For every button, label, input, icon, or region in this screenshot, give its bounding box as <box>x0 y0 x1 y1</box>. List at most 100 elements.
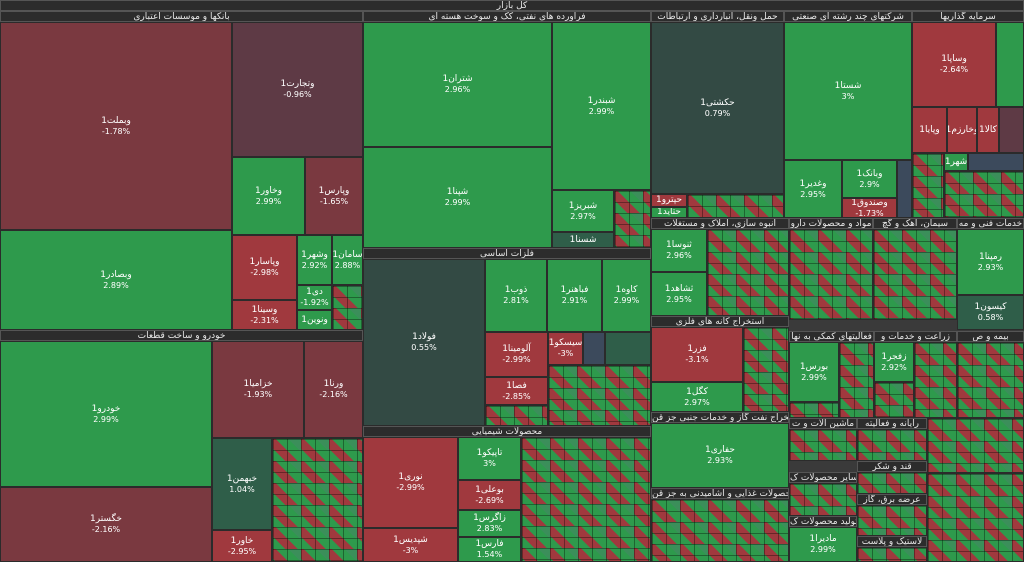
small-tiles-computer[interactable] <box>857 429 927 461</box>
tile-khgostar[interactable]: خگستر1 -2.16% <box>0 487 212 562</box>
tile-foolad[interactable]: فولاد1 0.55% <box>363 259 485 426</box>
small-tiles-sugar[interactable] <box>857 472 927 494</box>
tile-hafari[interactable]: حفاری1 2.93% <box>651 423 789 488</box>
tile-zagros[interactable]: زاگرس1 2.83% <box>458 510 521 537</box>
sector-header-support[interactable]: فعالیتهای کمکی به نها <box>789 331 874 342</box>
sector-header-electricity[interactable]: عرضه برق، گاز <box>857 494 927 505</box>
tile-shbandar[interactable]: شبندر1 2.99% <box>552 22 651 190</box>
sector-header-auto[interactable]: خودرو و ساخت قطعات <box>0 330 363 341</box>
tile-fesa[interactable]: فصا1 -2.85% <box>485 377 548 405</box>
sector-header-invest[interactable]: سرمایه گذاریها <box>912 11 1024 22</box>
small-tiles-pharma[interactable] <box>789 229 873 320</box>
small-tiles-agri[interactable] <box>914 342 957 418</box>
sector-header-medical[interactable]: تولید محصولات ک <box>789 516 857 527</box>
tile-di[interactable]: دی1 -1.92% <box>297 285 332 310</box>
tile-vkhavar[interactable]: وخاور1 2.99% <box>232 157 305 235</box>
sector-header-build[interactable]: انبوه سازی، املاک و مستغلات <box>651 218 789 229</box>
tile-shesna[interactable]: شسنا1 <box>552 232 614 248</box>
tile-vbank[interactable]: وبانک1 2.9% <box>842 160 897 198</box>
sector-header-refining[interactable]: فراورده های نفتی، کک و سوخت هسته ای <box>363 11 651 22</box>
small-tiles-transport[interactable] <box>687 194 784 218</box>
tile-invest-small[interactable] <box>999 107 1024 153</box>
sector-header-mining[interactable]: استخراج کانه های فلزی <box>651 316 789 327</box>
tile-khazamia[interactable]: خزامیا1 -1.93% <box>212 341 304 438</box>
tile-metal-small[interactable] <box>583 332 605 365</box>
tile-madira[interactable]: مادیرا1 2.99% <box>789 527 857 562</box>
tile-rampna[interactable]: رمپنا1 2.93% <box>957 229 1024 295</box>
tile-nori[interactable]: نوری1 -2.99% <box>363 437 458 528</box>
tile-metal-small-2[interactable] <box>605 332 651 365</box>
tile-hafara[interactable]: حتاید1 <box>651 207 687 218</box>
small-tiles-support-b[interactable] <box>789 402 839 418</box>
tile-vparsi[interactable]: وپارس1 -1.65% <box>305 157 363 235</box>
sector-header-food[interactable]: محصولات غذایی و آشامیدنی به جز قن <box>651 488 789 499</box>
tile-shetran[interactable]: شتران1 2.96% <box>363 22 552 147</box>
small-tiles-misc-b[interactable] <box>927 473 1024 562</box>
tile-shosaz[interactable]: ثنوسا1 2.96% <box>651 229 707 272</box>
sector-header-cement[interactable]: سیمان، آهک و گچ <box>873 218 957 229</box>
tile-bors[interactable]: بورس1 2.99% <box>789 342 839 402</box>
sector-header-chemical[interactable]: محصولات شیمیایی <box>363 426 651 437</box>
tile-hakashti[interactable]: حکشتی1 0.79% <box>651 22 784 194</box>
tile-zagfar[interactable]: زفجر1 2.92% <box>874 342 914 382</box>
tile-zob[interactable]: ذوب1 2.81% <box>485 259 547 332</box>
small-tiles-chemical[interactable] <box>521 437 651 562</box>
tile-kave[interactable]: کاوه1 2.99% <box>602 259 651 332</box>
small-tiles-misc[interactable] <box>927 418 1024 473</box>
tile-vpasar[interactable]: وپاسار1 -2.98% <box>232 235 297 300</box>
sector-header-oilgas[interactable]: استخراج نفت گاز و خدمات جنبی جز قن <box>651 412 789 423</box>
tile-shahed[interactable]: ثشاهد1 2.95% <box>651 272 707 316</box>
tile-vtejarat[interactable]: وتجارت1 -0.96% <box>232 22 363 157</box>
small-tiles-machinery[interactable] <box>789 429 857 461</box>
tile-kala[interactable]: کالا1 <box>977 107 999 153</box>
tile-vsina[interactable]: وسینا1 -2.31% <box>232 300 297 330</box>
sector-header-sugar[interactable]: قند و شکر <box>857 461 927 472</box>
tile-vnovin[interactable]: ونوین1 <box>297 310 332 330</box>
small-tiles-metals-b[interactable] <box>548 365 651 426</box>
tile-multi-small[interactable] <box>897 160 912 218</box>
small-tiles-refining[interactable] <box>614 190 651 248</box>
sector-header-other-products[interactable]: سایر محصولات ک <box>789 472 857 483</box>
sector-header-insurance[interactable]: بیمه و ص <box>957 331 1024 342</box>
sector-header-metals[interactable]: فلزات اساسی <box>363 248 651 259</box>
tile-shasta[interactable]: شستا1 3% <box>784 22 912 160</box>
tile-fars[interactable]: فارس1 1.54% <box>458 537 521 562</box>
tile-alumina[interactable]: آلومینا1 -2.99% <box>485 332 548 377</box>
small-tiles-banks[interactable] <box>332 285 363 330</box>
tile-vghadir[interactable]: وغدیر1 2.95% <box>784 160 842 218</box>
small-tiles-cement[interactable] <box>873 229 957 320</box>
tile-vrna[interactable]: ورنا1 -2.16% <box>304 341 363 438</box>
tile-invest-side[interactable] <box>996 22 1024 107</box>
small-tiles-invest-b[interactable] <box>944 171 1024 218</box>
tile-khodro[interactable]: خودرو1 2.99% <box>0 341 212 487</box>
tile-vbsader[interactable]: وبصادر1 2.89% <box>0 230 232 330</box>
small-tiles-food[interactable] <box>651 499 789 562</box>
tile-shpna[interactable]: شپنا1 2.99% <box>363 147 552 248</box>
small-tiles-rubber[interactable] <box>857 547 927 562</box>
sector-header-multi[interactable]: شرکتهای چند رشته ای صنعتی <box>784 11 912 22</box>
tile-vpaya[interactable]: وپایا1 <box>912 107 947 153</box>
tile-kison[interactable]: کیسون1 0.58% <box>957 295 1024 330</box>
small-tiles-insurance[interactable] <box>957 342 1024 418</box>
small-tiles-metals-a[interactable] <box>485 405 548 426</box>
tile-fezar[interactable]: فزر1 -3.1% <box>651 327 743 382</box>
small-tiles-agri-b[interactable] <box>874 382 914 418</box>
sector-header-computer[interactable]: رایانه و فعالیته <box>857 418 927 429</box>
tile-shepdis[interactable]: شپدیس1 -3% <box>363 528 458 562</box>
tile-shbriz[interactable]: شبریز1 2.97% <box>552 190 614 232</box>
tile-vkharazm[interactable]: وخارزم1 <box>947 107 977 153</box>
tile-fabahonar[interactable]: فباهنر1 2.91% <box>547 259 602 332</box>
small-tiles-mining[interactable] <box>743 327 789 412</box>
sector-header-banks[interactable]: بانکها و موسسات اعتباری <box>0 11 363 22</box>
tile-saman[interactable]: سامان1 2.88% <box>332 235 363 285</box>
sector-header-machinery[interactable]: ماشین آلات و ت <box>789 418 857 429</box>
tile-taipiko[interactable]: تاپیکو1 3% <box>458 437 521 480</box>
sector-header-rubber[interactable]: لاستیک و پلاست <box>857 536 927 547</box>
small-tiles-invest-a[interactable] <box>912 153 944 218</box>
tile-vsandough[interactable]: وصندوق1 -1.73% <box>842 198 897 218</box>
sector-header-transport[interactable]: حمل ونقل، انبارداری و ارتباطات <box>651 11 784 22</box>
small-tiles-electricity[interactable] <box>857 505 927 536</box>
small-tiles-support[interactable] <box>839 342 874 418</box>
tile-khavar[interactable]: خاور1 -2.95% <box>212 530 272 562</box>
small-tiles-build[interactable] <box>707 229 789 316</box>
